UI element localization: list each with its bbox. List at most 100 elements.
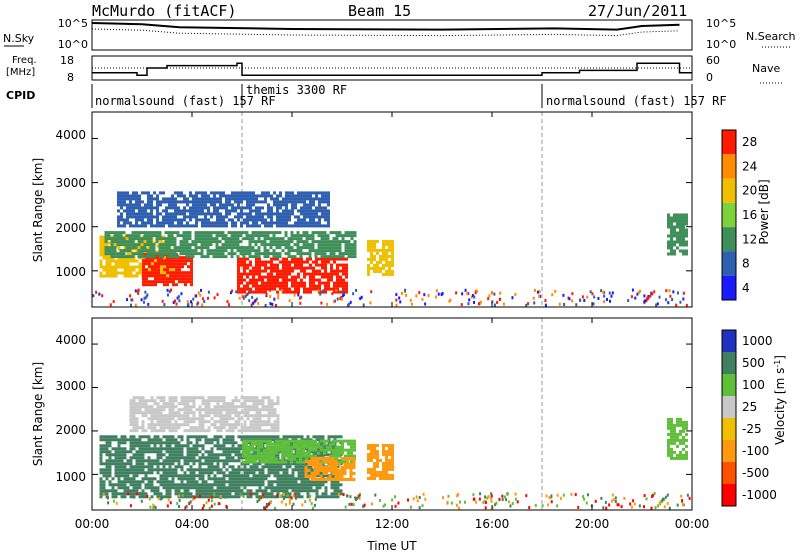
velocity-cell [339, 483, 343, 487]
power-noise-cell [487, 297, 490, 301]
power-cell [159, 224, 162, 228]
velocity-cell [284, 448, 287, 452]
power-cell [182, 240, 186, 244]
velocity-cell [225, 417, 229, 421]
power-cell [156, 209, 159, 213]
velocity-cell [682, 441, 685, 445]
velocity-cell [108, 441, 112, 445]
power-cell [138, 203, 141, 207]
velocity-cell [153, 426, 157, 430]
velocity-cell [670, 432, 673, 436]
power-cell [264, 275, 267, 279]
power-cell [163, 277, 166, 281]
power-cell [258, 287, 261, 291]
power-cell [181, 256, 184, 260]
power-cell [317, 246, 321, 250]
power-cell [246, 197, 249, 201]
power-cell [255, 206, 258, 210]
velocity-cell [147, 477, 151, 481]
velocity-cell [105, 462, 109, 466]
power-cell [177, 209, 180, 213]
velocity-cell [325, 460, 329, 464]
power-cell [341, 237, 345, 241]
velocity-cell [391, 458, 394, 462]
velocity-cell [255, 405, 259, 409]
velocity-cell [165, 450, 169, 454]
power-cell [230, 237, 234, 241]
power-cell [209, 252, 213, 256]
power-cell [330, 257, 333, 261]
power-cell [282, 290, 285, 294]
power-noise-cell [216, 293, 219, 297]
velocity-cell [333, 480, 337, 484]
velocity-cell [243, 462, 247, 466]
velocity-cell [376, 455, 379, 459]
velocity-cell [670, 456, 673, 460]
velocity-cell [294, 492, 298, 496]
velocity-cell [183, 417, 187, 421]
power-cell [282, 263, 285, 267]
velocity-cell [228, 492, 232, 496]
velocity-cell [264, 396, 268, 400]
velocity-noise-cell [262, 493, 265, 497]
velocity-cell [195, 438, 199, 442]
power-cell [162, 218, 165, 222]
power-cell [246, 272, 249, 276]
power-cell [685, 222, 688, 226]
power-cell [155, 240, 159, 244]
power-cell [142, 280, 145, 284]
power-cell [267, 203, 270, 207]
velocity-cell [144, 435, 148, 439]
velocity-cell [120, 495, 124, 499]
velocity-cell [111, 435, 115, 439]
velocity-cell [204, 471, 208, 475]
power-cell [204, 221, 207, 225]
velocity-cell [278, 442, 281, 446]
power-cell [128, 234, 132, 238]
velocity-cell [180, 396, 184, 400]
velocity-cell [228, 489, 232, 493]
power-cell [123, 274, 127, 278]
power-cell [263, 255, 267, 259]
velocity-cell [168, 468, 172, 472]
velocity-cell [353, 454, 356, 458]
power-cell [167, 246, 171, 250]
velocity-cell [243, 414, 247, 418]
velocity-cell [260, 457, 263, 461]
velocity-cell [328, 457, 332, 461]
power-cell [225, 221, 228, 225]
power-cell [145, 268, 148, 272]
velocity-cell [264, 492, 268, 496]
power-cell [282, 221, 285, 225]
power-cell [300, 194, 303, 198]
power-cell [243, 278, 246, 282]
power-cell [198, 212, 201, 216]
power-cell [190, 274, 193, 278]
power-cell [296, 237, 300, 241]
velocity-cell [153, 447, 157, 451]
velocity-cell [183, 462, 187, 466]
power-cell [263, 237, 267, 241]
velocity-cell [213, 468, 217, 472]
power-cell [288, 218, 291, 222]
velocity-cell [367, 452, 370, 456]
power-cell [263, 234, 267, 238]
power-cell [342, 281, 345, 285]
velocity-cell [315, 489, 319, 493]
power-cell [207, 206, 210, 210]
velocity-cell [165, 471, 169, 475]
velocity-cell [294, 480, 298, 484]
velocity-noise-cell [213, 502, 216, 506]
power-cell [667, 225, 670, 229]
power-cell [177, 206, 180, 210]
power-cell [267, 272, 270, 276]
velocity-cell [376, 470, 379, 474]
power-cell [224, 255, 228, 259]
velocity-cell [216, 438, 220, 442]
power-cell [273, 203, 276, 207]
power-cell [288, 197, 291, 201]
velocity-cell [331, 472, 335, 476]
velocity-cell [302, 445, 305, 449]
power-cell [344, 243, 348, 247]
power-noise-cell [137, 288, 140, 292]
